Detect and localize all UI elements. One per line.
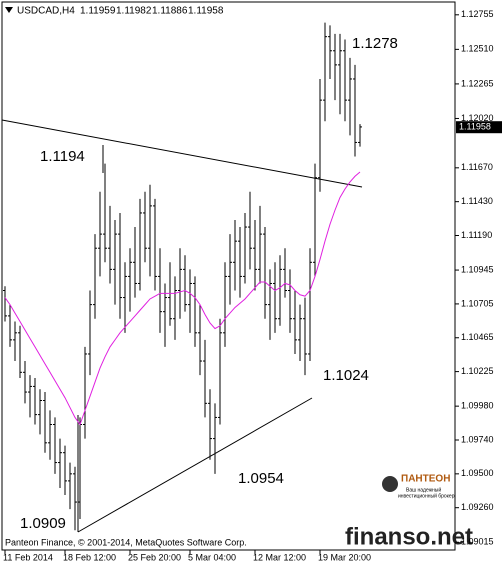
y-tick-label: 1.12020	[461, 113, 494, 123]
symbol: USDCAD,H4	[17, 6, 75, 17]
x-tick-label: 25 Feb 20:00	[128, 552, 181, 562]
y-tick-label: 1.09740	[461, 434, 494, 444]
current-price-label: 1.11958	[459, 122, 491, 132]
y-tick-label: 1.10225	[461, 366, 494, 376]
quote: 1.11959	[80, 6, 116, 17]
y-tick-label: 1.09260	[461, 502, 494, 512]
moving-average	[4, 171, 361, 426]
x-tick-label: 11 Feb 2014	[3, 552, 53, 562]
y-tick-label: 1.10705	[461, 298, 494, 308]
annotation: 1.1194	[40, 148, 85, 165]
y-tick-label: 1.10945	[461, 264, 494, 274]
y-tick-label: 1.10465	[461, 332, 494, 342]
trend-line	[1, 119, 363, 188]
current-price-box	[456, 121, 502, 134]
x-tick-label: 18 Feb 12:00	[63, 552, 116, 562]
quote: 1.11958	[188, 6, 224, 17]
logo-icon	[382, 476, 398, 492]
annotation: 1.0954	[238, 470, 284, 487]
trend-line	[77, 397, 313, 533]
watermark: finanso.net	[345, 523, 473, 550]
logo-name: ПАНТЕОН	[401, 474, 450, 485]
y-tick-label: 1.11670	[461, 162, 493, 172]
y-tick-label: 1.12510	[461, 44, 494, 54]
x-tick-label: 5 Mar 04:00	[188, 552, 236, 562]
quote: 1.11886	[152, 6, 188, 17]
quote: 1.11982	[116, 6, 152, 17]
logo-tagline: инвестиционный брокер	[398, 492, 455, 499]
annotation: 1.0909	[20, 515, 66, 532]
y-tick-label: 1.09980	[461, 401, 494, 411]
x-tick-label: 19 Mar 20:00	[318, 552, 371, 562]
annotation: 1.1278	[352, 35, 398, 52]
y-tick-label: 1.11430	[461, 196, 493, 206]
menu-icon[interactable]	[5, 7, 13, 13]
copyright: Panteon Finance, © 2001-2014, MetaQuotes…	[5, 537, 247, 547]
logo-tagline: Ваш надежный	[406, 486, 441, 493]
y-tick-label: 1.12755	[461, 9, 494, 19]
y-tick-label: 1.12265	[461, 78, 494, 88]
y-tick-label: 1.09015	[461, 537, 494, 547]
y-tick-label: 1.09500	[461, 468, 494, 478]
y-tick-label: 1.11190	[461, 230, 492, 240]
x-tick-label: 12 Mar 12:00	[253, 552, 306, 562]
annotation: 1.1024	[323, 367, 369, 384]
